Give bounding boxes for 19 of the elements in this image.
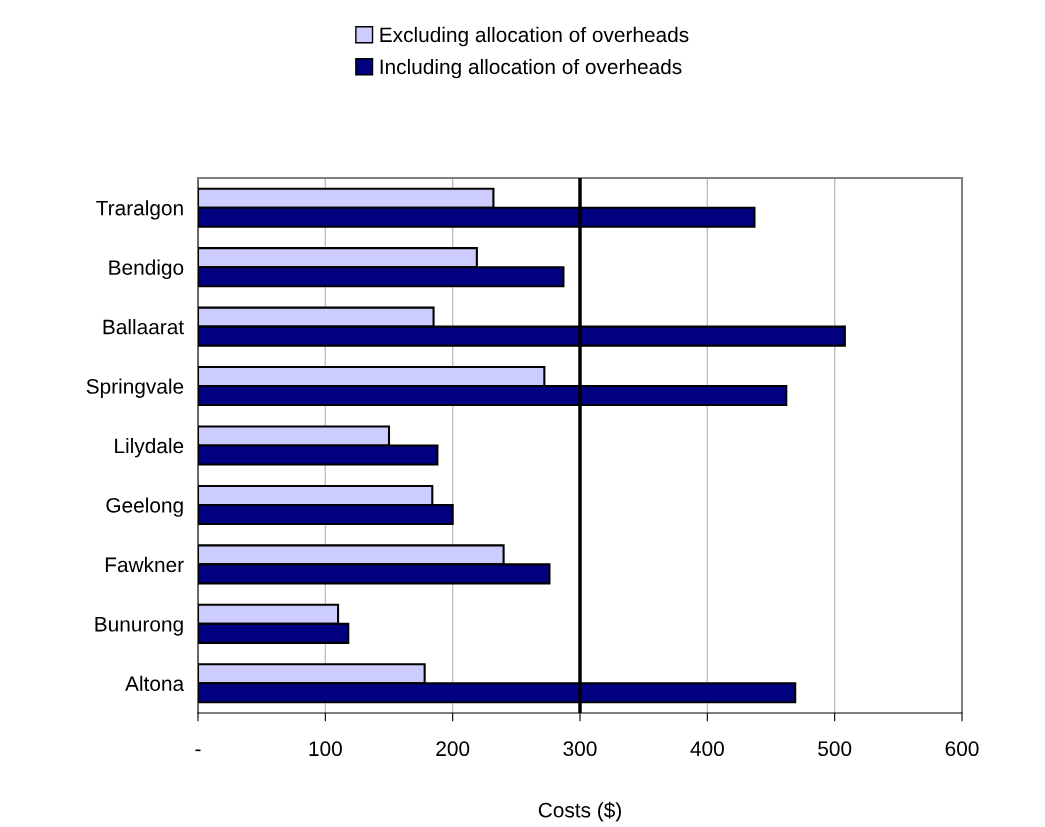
y-tick-label: Lilydale — [115, 437, 184, 458]
x-tick-label: 200 — [436, 741, 470, 757]
y-tick-label: Altona — [125, 675, 185, 692]
x-tick-label: - — [195, 749, 201, 752]
y-tick-label: Springvale — [86, 378, 184, 398]
x-tick-label: 500 — [818, 741, 852, 757]
y-tick-label: Traralgon — [96, 200, 183, 220]
legend-label: Including allocation of overheads — [380, 58, 682, 79]
y-tick-label: Geelong — [106, 497, 183, 517]
y-tick-label: Bendigo — [109, 259, 184, 280]
y-tick-label: Fawkner — [105, 556, 184, 573]
x-tick-label: 300 — [563, 741, 597, 757]
y-tick-label: Ballaarat — [103, 319, 184, 335]
x-tick-label: 600 — [945, 741, 979, 757]
x-tick-label: 400 — [690, 741, 724, 757]
x-axis-title: Costs ($) — [538, 801, 621, 822]
x-tick-label: 100 — [309, 741, 342, 757]
legend-label: Excluding allocation of overheads — [380, 26, 689, 47]
y-tick-label: Bunurong — [95, 617, 183, 636]
